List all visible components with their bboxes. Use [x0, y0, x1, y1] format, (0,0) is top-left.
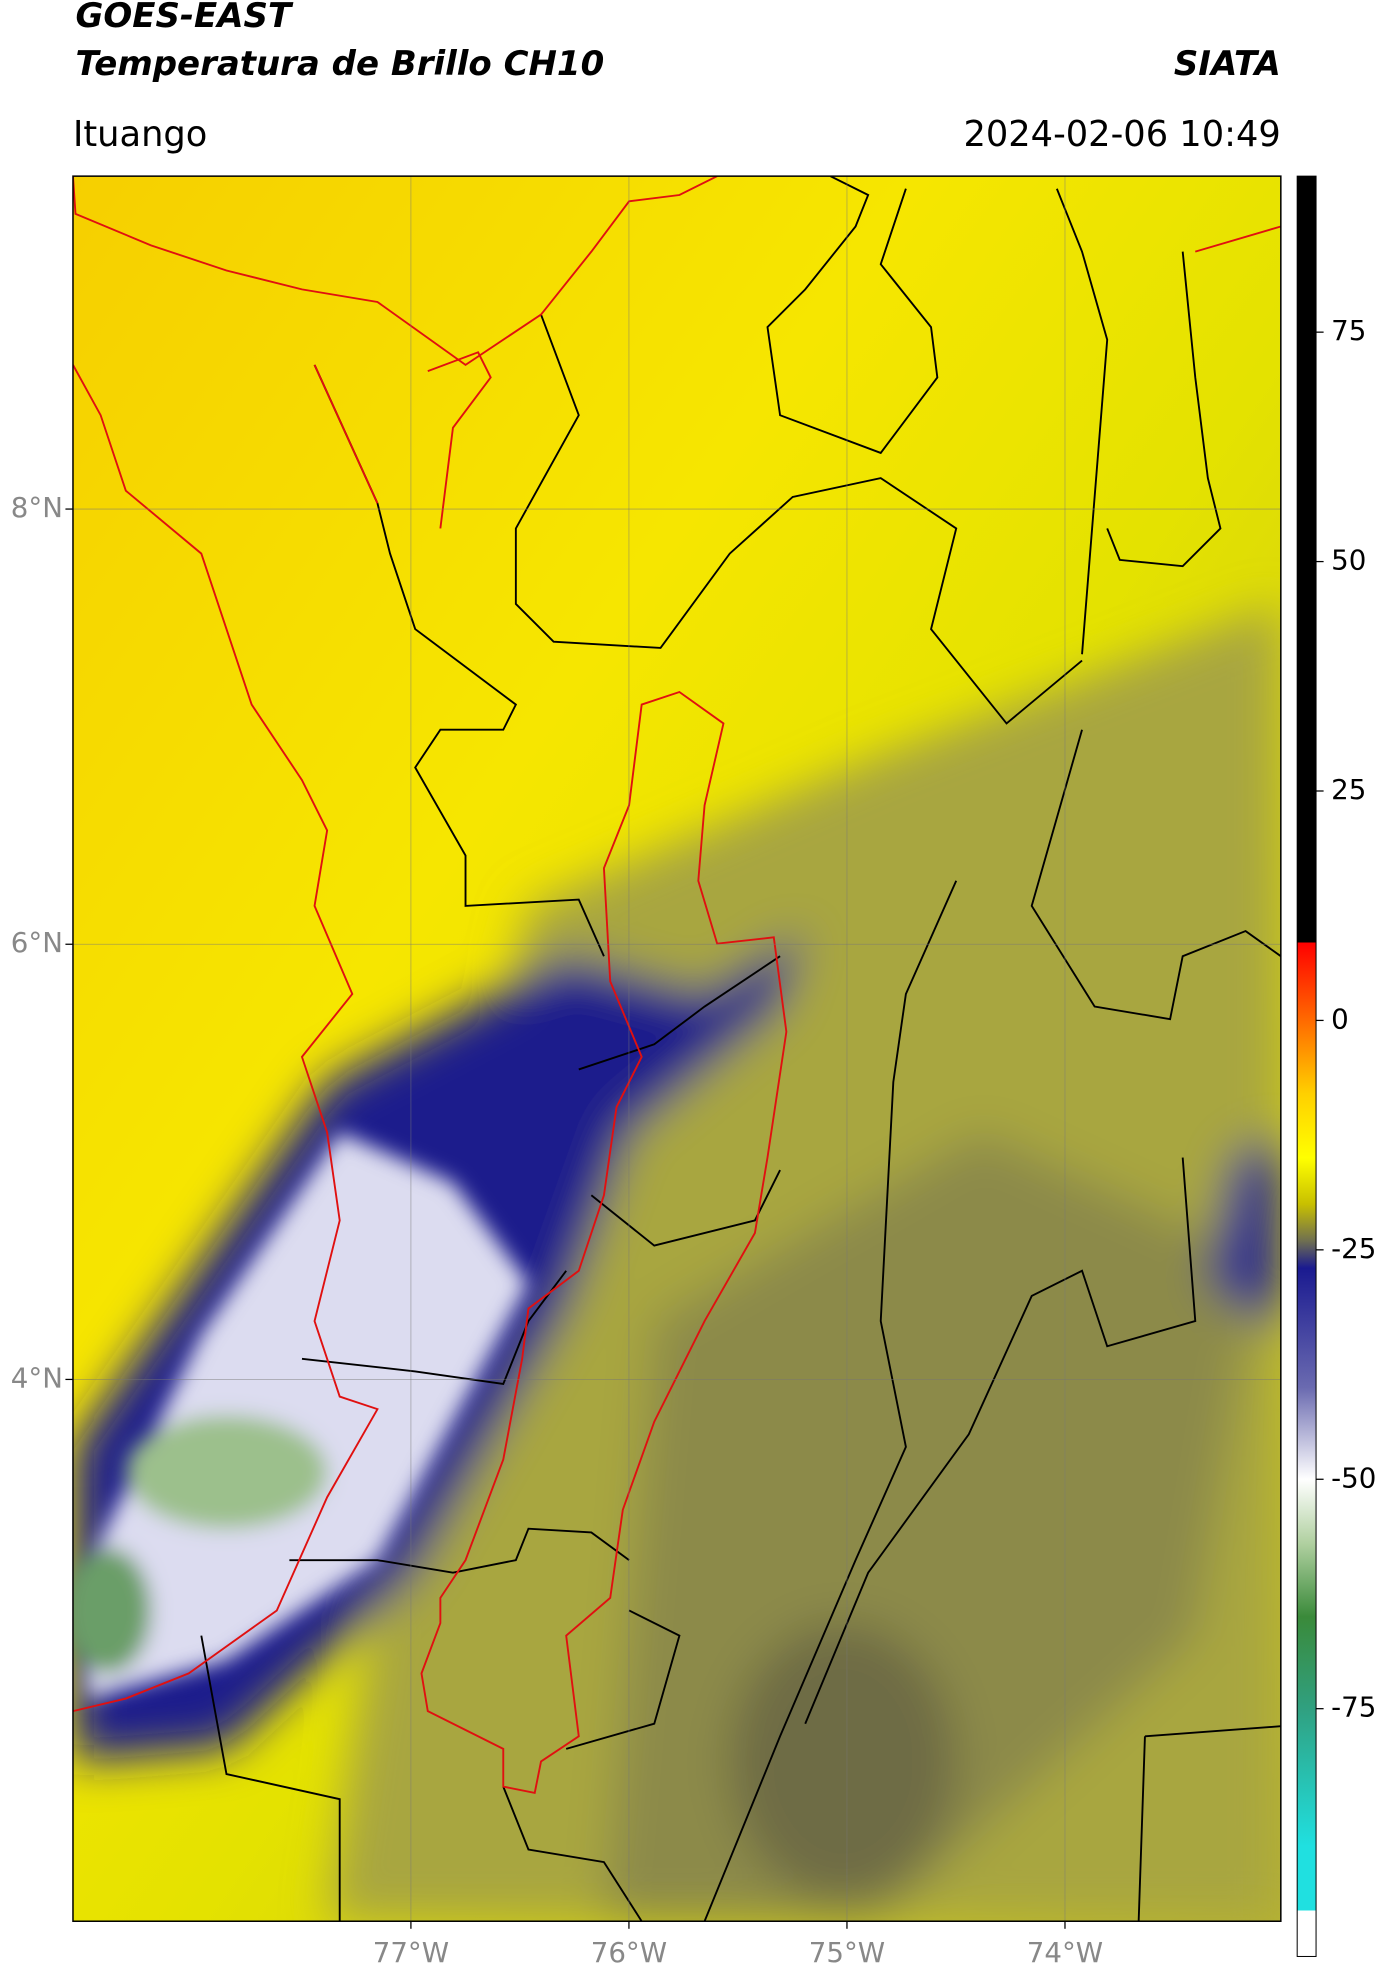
coast	[72, 176, 718, 367]
green-core	[125, 1415, 328, 1529]
basin	[420, 690, 788, 1795]
x-tick-label: 74°W	[1027, 1936, 1103, 1969]
green-core	[72, 1547, 151, 1674]
border	[766, 176, 939, 455]
colorbar-label: -50	[1331, 1461, 1376, 1494]
colorbar-label: 75	[1331, 314, 1366, 347]
x-tick-label: 77°W	[373, 1936, 449, 1969]
cold-spot	[1207, 1132, 1281, 1334]
white-core	[78, 1132, 529, 1699]
y-tick-label: 6°N	[11, 926, 63, 959]
colorbar: 75 50 25 0 -25 -50 -75	[1296, 175, 1376, 1957]
border	[1137, 1725, 1281, 1922]
border	[578, 955, 781, 1247]
border	[313, 364, 605, 957]
x-tick-label: 76°W	[591, 1936, 667, 1969]
coast	[72, 364, 379, 1713]
coast	[1195, 225, 1281, 253]
colorbar-label: 0	[1331, 1002, 1349, 1035]
subtitle: Temperatura de Brillo CH10	[75, 44, 604, 84]
colorbar-ramp	[1296, 175, 1317, 1957]
borders	[200, 176, 1281, 1922]
y-tick-label: 8°N	[11, 491, 63, 524]
storm-core	[72, 1132, 529, 1699]
y-tick-label: 4°N	[11, 1361, 63, 1394]
location: Ituango	[73, 114, 207, 155]
border	[200, 1527, 630, 1922]
border	[301, 1270, 567, 1386]
colorbar-label: 50	[1331, 544, 1366, 577]
timestamp: 2024-02-06 10:49	[963, 114, 1280, 155]
grid: 77°W 76°W 75°W 74°W 8°N 6°N 4°N	[11, 176, 1281, 1969]
red-outlines	[72, 176, 1281, 1795]
colorbar-label: 25	[1331, 773, 1366, 806]
dark-patch	[729, 1623, 957, 1900]
x-tick-label: 75°W	[809, 1936, 885, 1969]
source: SIATA	[1174, 44, 1281, 84]
border	[502, 1609, 681, 1922]
colorbar-label: -75	[1331, 1691, 1376, 1724]
coast	[313, 351, 492, 529]
border	[514, 314, 1083, 725]
border	[804, 1157, 1197, 1725]
colorbar-label: -25	[1331, 1232, 1376, 1265]
map-frame	[72, 175, 1282, 1922]
border	[703, 880, 958, 1922]
border	[1055, 188, 1222, 655]
map-image	[72, 176, 1281, 1922]
border	[1030, 729, 1281, 1021]
title: GOES-EAST	[75, 0, 293, 36]
